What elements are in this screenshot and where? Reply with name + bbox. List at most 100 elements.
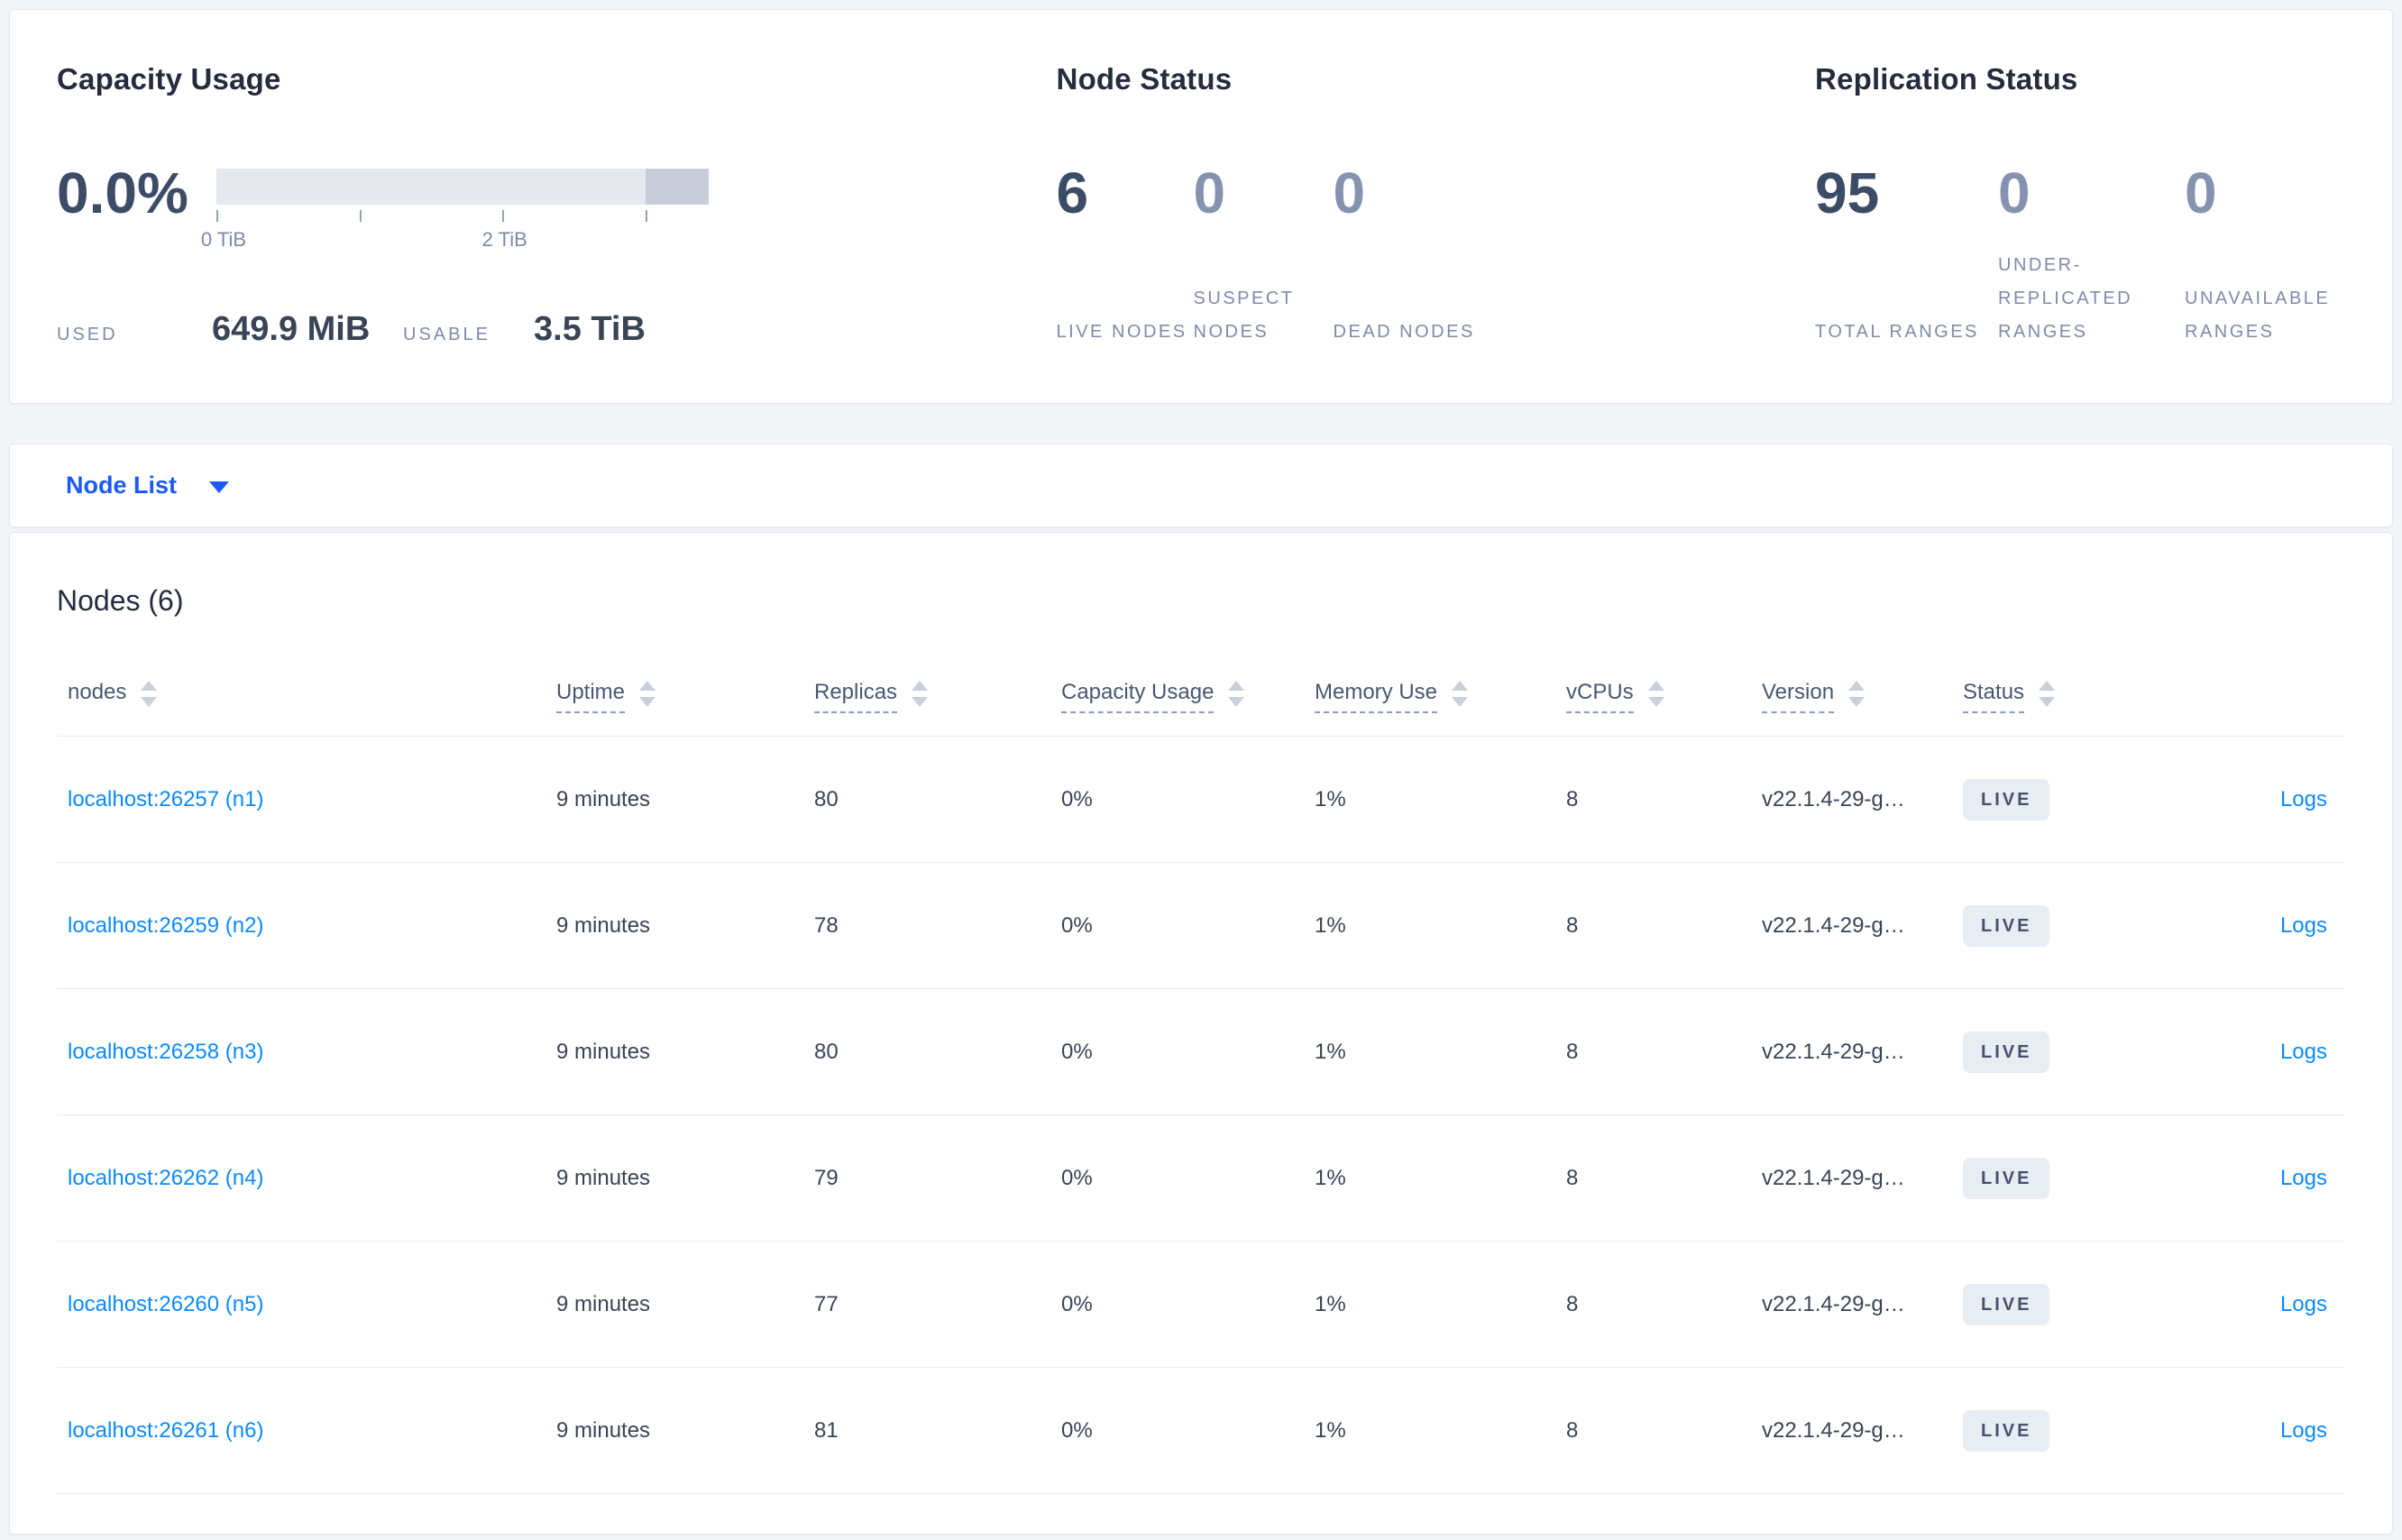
logs-link[interactable]: Logs (2279, 1291, 2327, 1316)
status-badge: LIVE (1963, 1157, 2050, 1199)
meter-tick-label: 0 TiB (200, 228, 247, 251)
meter-tick (646, 210, 648, 222)
column-header-uptime[interactable]: Uptime (545, 680, 803, 713)
column-header-nodes[interactable]: nodes (57, 680, 545, 713)
replication-status-section: Replication Status 95 0 0 TOTAL RANGES U… (1815, 10, 2392, 403)
capacity-cell: 0% (1061, 786, 1093, 811)
replicas-cell: 77 (814, 1291, 839, 1316)
used-value: 649.9 MiB (212, 310, 371, 348)
sort-icon (2039, 680, 2056, 707)
column-header-vcpus[interactable]: vCPUs (1555, 680, 1751, 713)
capacity-meter-bar (216, 169, 709, 205)
suspect-nodes-value: 0 (1193, 160, 1226, 225)
vcpus-cell: 8 (1566, 912, 1579, 938)
version-cell: v22.1.4-29-g… (1762, 1039, 1905, 1064)
capacity-cell: 0% (1061, 912, 1093, 938)
nodes-table-panel: Nodes (6) nodes Uptime Replicas Capacity… (9, 532, 2393, 1535)
logs-link[interactable]: Logs (2279, 1417, 2327, 1443)
column-header-version[interactable]: Version (1751, 680, 1952, 713)
status-badge: LIVE (1963, 1031, 2050, 1073)
vcpus-cell: 8 (1566, 1417, 1579, 1443)
version-cell: v22.1.4-29-g… (1762, 1417, 1905, 1443)
nodes-table: nodes Uptime Replicas Capacity Usage Mem… (57, 657, 2345, 1494)
logs-link[interactable]: Logs (2279, 1039, 2327, 1064)
live-nodes-label: LIVE NODES (1056, 322, 1187, 342)
suspect-nodes-label: SUSPECT NODES (1193, 289, 1295, 342)
vcpus-cell: 8 (1566, 1039, 1579, 1064)
uptime-cell: 9 minutes (556, 1039, 651, 1064)
column-header-capacity-usage[interactable]: Capacity Usage (1050, 680, 1304, 713)
vcpus-cell: 8 (1566, 1165, 1579, 1190)
memory-cell: 1% (1315, 1039, 1346, 1064)
node-list-dropdown-label: Node List (66, 472, 178, 499)
replicas-cell: 80 (814, 1039, 839, 1064)
status-badge: LIVE (1963, 904, 2050, 947)
node-list-dropdown[interactable]: Node List (9, 444, 2393, 527)
uptime-cell: 9 minutes (556, 912, 651, 938)
nodes-table-header: nodes Uptime Replicas Capacity Usage Mem… (57, 657, 2345, 737)
usable-value: 3.5 TiB (534, 310, 646, 348)
replication-labels: TOTAL RANGES UNDER-REPLICATED RANGES UNA… (1815, 249, 2392, 349)
cluster-overview-panel: Capacity Usage 0.0% 0 TiB 2 TiB USED 649… (9, 9, 2393, 404)
dead-nodes-value: 0 (1333, 160, 1366, 225)
node-status-values: 6 0 0 (1057, 161, 1815, 225)
total-ranges-label: TOTAL RANGES (1815, 322, 1979, 342)
chevron-down-icon (209, 481, 230, 493)
logs-link[interactable]: Logs (2279, 786, 2327, 811)
table-row: localhost:26262 (n4) 9 minutes 79 0% 1% … (57, 1115, 2345, 1242)
node-status-labels: LIVE NODES SUSPECT NODES DEAD NODES (1057, 282, 1815, 349)
column-header-replicas[interactable]: Replicas (803, 680, 1050, 713)
unavailable-ranges-value: 0 (2185, 160, 2217, 225)
node-link[interactable]: localhost:26262 (n4) (68, 1165, 264, 1190)
nodes-table-title: Nodes (6) (57, 584, 184, 617)
used-label: USED (57, 325, 118, 344)
node-link[interactable]: localhost:26257 (n1) (68, 786, 264, 811)
nodes-table-body: localhost:26257 (n1) 9 minutes 80 0% 1% … (57, 737, 2345, 1494)
replication-values: 95 0 0 (1815, 161, 2392, 225)
capacity-meter-dark-segment (646, 169, 709, 205)
capacity-cell: 0% (1061, 1039, 1093, 1064)
column-header-status[interactable]: Status (1952, 680, 2159, 713)
vcpus-cell: 8 (1566, 1291, 1579, 1316)
capacity-cell: 0% (1061, 1417, 1093, 1443)
table-row: localhost:26260 (n5) 9 minutes 77 0% 1% … (57, 1242, 2345, 1368)
uptime-cell: 9 minutes (556, 1165, 651, 1190)
replicas-cell: 79 (814, 1165, 839, 1190)
sort-icon (1228, 680, 1245, 707)
under-replicated-ranges-label: UNDER-REPLICATED RANGES (1998, 255, 2133, 342)
node-link[interactable]: localhost:26259 (n2) (68, 912, 264, 938)
capacity-cell: 0% (1061, 1291, 1093, 1316)
node-link[interactable]: localhost:26260 (n5) (68, 1291, 264, 1316)
capacity-meter-row: 0.0% 0 TiB 2 TiB (57, 161, 1057, 261)
column-header-memory-use[interactable]: Memory Use (1304, 680, 1555, 713)
memory-cell: 1% (1315, 1165, 1346, 1190)
version-cell: v22.1.4-29-g… (1762, 1291, 1905, 1316)
meter-tick (216, 210, 218, 222)
logs-link[interactable]: Logs (2279, 1165, 2327, 1190)
uptime-cell: 9 minutes (556, 1291, 651, 1316)
capacity-cell: 0% (1061, 1165, 1093, 1190)
sort-icon (1848, 680, 1866, 707)
under-replicated-ranges-value: 0 (1998, 160, 2031, 225)
live-nodes-value: 6 (1056, 160, 1089, 225)
meter-tick-label: 2 TiB (481, 228, 527, 251)
total-ranges-value: 95 (1815, 160, 1880, 225)
node-link[interactable]: localhost:26261 (n6) (68, 1417, 264, 1443)
logs-link[interactable]: Logs (2279, 912, 2327, 938)
status-badge: LIVE (1963, 1409, 2050, 1452)
uptime-cell: 9 minutes (556, 786, 651, 811)
meter-tick (359, 210, 362, 222)
capacity-summary-row: USED 649.9 MiB USABLE 3.5 TiB (57, 310, 1057, 349)
replication-status-title: Replication Status (1815, 62, 2078, 96)
sort-icon (912, 680, 929, 707)
table-row: localhost:26258 (n3) 9 minutes 80 0% 1% … (57, 989, 2345, 1115)
node-link[interactable]: localhost:26258 (n3) (68, 1039, 264, 1064)
meter-tick (502, 210, 505, 222)
node-status-section: Node Status 6 0 0 LIVE NODES SUSPECT NOD… (1057, 10, 1815, 403)
capacity-meter: 0 TiB 2 TiB (201, 169, 709, 251)
version-cell: v22.1.4-29-g… (1762, 786, 1905, 811)
status-badge: LIVE (1963, 778, 2050, 820)
version-cell: v22.1.4-29-g… (1762, 1165, 1905, 1190)
memory-cell: 1% (1315, 1417, 1346, 1443)
sort-icon (141, 680, 158, 707)
